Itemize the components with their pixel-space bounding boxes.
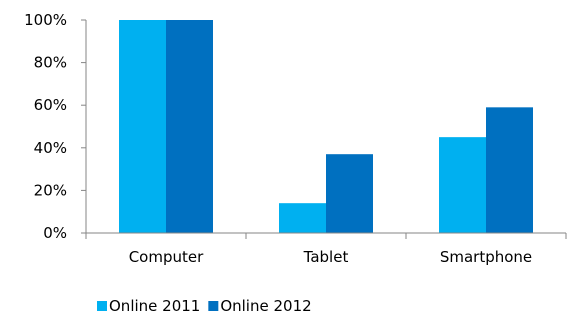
bar xyxy=(439,137,486,233)
bar xyxy=(119,20,166,233)
x-axis: Computer Tablet Smartphone xyxy=(85,232,567,266)
bar xyxy=(486,107,533,233)
legend-label: Online 2011 xyxy=(109,297,200,315)
legend-swatch xyxy=(208,301,219,311)
x-tick-label: Smartphone xyxy=(440,248,532,266)
y-tick-label: 20% xyxy=(34,181,67,199)
legend-label: Online 2012 xyxy=(220,297,311,315)
x-tick-label: Computer xyxy=(129,248,204,266)
y-tick-label: 80% xyxy=(34,54,67,72)
y-axis: 0% 20% 40% 60% 80% 100% xyxy=(24,11,87,242)
bar xyxy=(166,20,213,233)
y-tick-label: 0% xyxy=(43,224,67,242)
y-tick-label: 40% xyxy=(34,139,67,157)
bars xyxy=(119,20,533,233)
y-tick-label: 100% xyxy=(24,11,67,29)
legend: Online 2011 Online 2012 xyxy=(97,297,312,315)
bar xyxy=(326,154,373,233)
x-tick-label: Tablet xyxy=(303,248,349,266)
legend-swatch xyxy=(97,301,107,311)
bar xyxy=(279,203,326,233)
y-tick-label: 60% xyxy=(34,96,67,114)
